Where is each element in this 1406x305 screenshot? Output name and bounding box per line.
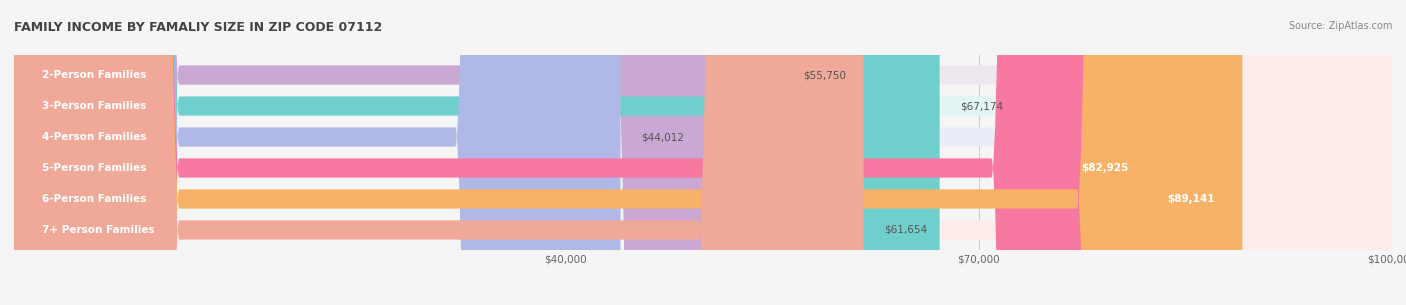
FancyBboxPatch shape: [14, 0, 782, 305]
FancyBboxPatch shape: [14, 0, 1392, 305]
FancyBboxPatch shape: [14, 0, 1392, 305]
FancyBboxPatch shape: [14, 0, 1392, 305]
Text: $61,654: $61,654: [884, 225, 928, 235]
FancyBboxPatch shape: [14, 0, 1392, 305]
FancyBboxPatch shape: [14, 0, 1392, 305]
FancyBboxPatch shape: [14, 0, 620, 305]
Text: 5-Person Families: 5-Person Families: [42, 163, 146, 173]
Text: 7+ Person Families: 7+ Person Families: [42, 225, 155, 235]
Text: FAMILY INCOME BY FAMALIY SIZE IN ZIP CODE 07112: FAMILY INCOME BY FAMALIY SIZE IN ZIP COD…: [14, 21, 382, 34]
Text: 3-Person Families: 3-Person Families: [42, 101, 146, 111]
Text: 6-Person Families: 6-Person Families: [42, 194, 146, 204]
Text: $67,174: $67,174: [960, 101, 1004, 111]
Text: Source: ZipAtlas.com: Source: ZipAtlas.com: [1288, 21, 1392, 31]
Text: 4-Person Families: 4-Person Families: [42, 132, 146, 142]
Text: $89,141: $89,141: [1167, 194, 1215, 204]
Text: $82,925: $82,925: [1081, 163, 1129, 173]
Text: $55,750: $55,750: [803, 70, 846, 80]
FancyBboxPatch shape: [14, 0, 1243, 305]
Text: 2-Person Families: 2-Person Families: [42, 70, 146, 80]
FancyBboxPatch shape: [14, 0, 863, 305]
FancyBboxPatch shape: [14, 0, 939, 305]
FancyBboxPatch shape: [14, 0, 1157, 305]
FancyBboxPatch shape: [14, 0, 1392, 305]
Text: $44,012: $44,012: [641, 132, 685, 142]
